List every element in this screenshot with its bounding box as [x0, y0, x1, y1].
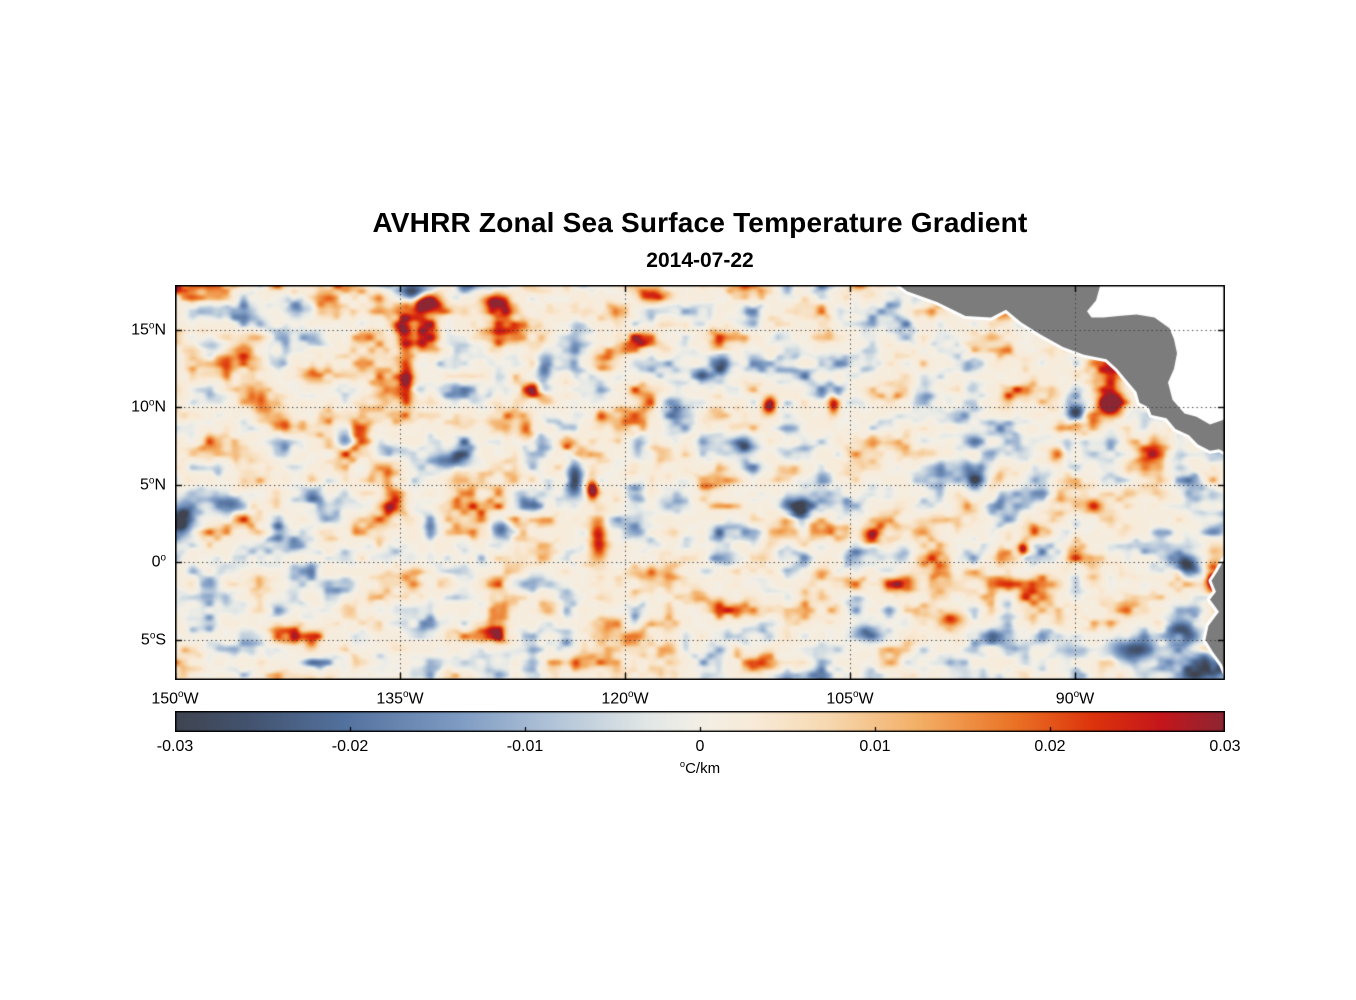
latitude-tick-label: 15oN — [131, 320, 166, 339]
latitude-tick-label: 5oS — [140, 630, 166, 649]
colorbar-tick-label: -0.03 — [156, 738, 194, 755]
longitude-tick-label: 120oW — [601, 689, 649, 708]
colorbar-tick-label: 0.01 — [859, 738, 891, 755]
colorbar-tick-label: -0.02 — [331, 738, 369, 755]
figure-title: AVHRR Zonal Sea Surface Temperature Grad… — [372, 207, 1028, 238]
colorbar-units-label: oC/km — [679, 759, 721, 777]
longitude-tick-label: 105oW — [826, 689, 874, 708]
latitude-tick-label: 10oN — [131, 397, 166, 417]
colorbar-tick-label: 0.03 — [1209, 738, 1241, 755]
longitude-tick-label: 150oW — [151, 689, 199, 708]
colorbar-canvas — [175, 711, 1225, 732]
longitude-tick-label: 90oW — [1055, 689, 1095, 708]
figure-date-subtitle: 2014-07-22 — [646, 249, 754, 272]
latitude-tick-label: 5oN — [140, 475, 166, 494]
sst-gradient-map-canvas — [175, 285, 1225, 680]
colorbar-tick-label: 0.02 — [1034, 738, 1066, 755]
latitude-tick-label: 0o — [151, 552, 166, 571]
colorbar-tick-label: -0.01 — [506, 738, 544, 755]
longitude-tick-label: 135oW — [376, 689, 424, 708]
colorbar-tick-label: 0 — [695, 738, 705, 755]
